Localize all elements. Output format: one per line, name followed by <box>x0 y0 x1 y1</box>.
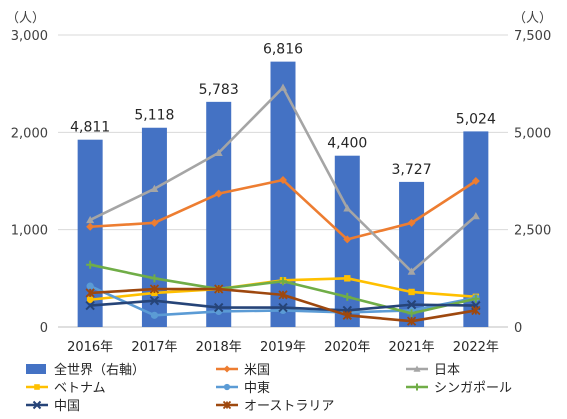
line-series <box>86 83 480 275</box>
left-axis-tick-label: 2,000 <box>11 126 48 141</box>
legend-item: シンガポール <box>406 381 512 396</box>
marker-square <box>344 275 351 282</box>
left-axis-unit: （人） <box>6 11 45 26</box>
marker-x <box>278 302 288 313</box>
legend-label: 中国 <box>54 399 80 414</box>
marker-plus <box>407 309 416 318</box>
marker-triangle <box>150 184 159 192</box>
marker-x <box>149 296 160 306</box>
marker-diamond <box>214 189 223 198</box>
marker-diamond <box>150 218 159 227</box>
marker-asterisk <box>222 400 232 410</box>
left-axis-tick-label: 0 <box>40 321 48 336</box>
marker-diamond <box>279 176 287 185</box>
marker-triangle <box>279 83 287 91</box>
legend-label: シンガポール <box>434 381 512 396</box>
x-axis-category-label: 2020年 <box>324 340 370 355</box>
marker-circle <box>86 282 94 290</box>
legend-label: オーストラリア <box>244 399 334 414</box>
marker-diamond <box>343 235 352 244</box>
marker-x <box>214 302 224 313</box>
marker-diamond <box>223 365 231 373</box>
x-axis-category-label: 2022年 <box>453 340 499 355</box>
bar <box>206 101 232 327</box>
legend-swatch <box>26 364 46 374</box>
bar-data-label: 6,816 <box>263 42 303 58</box>
marker-plus <box>279 277 287 286</box>
legend-item: ベトナム <box>26 381 106 396</box>
line-series <box>86 260 480 318</box>
x-axis-category-label: 2021年 <box>389 340 435 355</box>
marker-diamond <box>407 218 416 227</box>
x-axis-category-label: 2016年 <box>67 340 113 355</box>
right-axis-tick-label: 2,500 <box>514 224 551 239</box>
right-axis-tick-label: 7,500 <box>514 29 551 44</box>
legend-item: 米国 <box>216 363 270 378</box>
marker-triangle <box>471 212 480 220</box>
marker-asterisk <box>85 288 95 298</box>
marker-asterisk <box>214 284 224 294</box>
axes: （人） （人） 0 1,000 2,000 3,000 0 2,500 5,000 7,500… <box>6 11 552 355</box>
marker-x <box>406 299 417 310</box>
marker-asterisk <box>149 284 160 294</box>
marker-square <box>34 384 40 390</box>
marker-circle <box>223 383 231 391</box>
marker-triangle <box>407 267 416 275</box>
legend-label: ベトナム <box>54 381 106 396</box>
marker-square <box>86 296 94 303</box>
bar-data-label: 4,400 <box>327 136 367 152</box>
line-series <box>86 176 480 244</box>
marker-asterisk <box>278 290 288 300</box>
legend-label: 日本 <box>434 363 460 378</box>
marker-triangle <box>413 365 421 372</box>
legend-item: 中東 <box>216 380 270 396</box>
left-axis-tick-label: 3,000 <box>11 29 48 44</box>
bar <box>399 181 425 327</box>
legend-item: オーストラリア <box>216 399 334 414</box>
bar-data-label: 5,118 <box>134 108 174 124</box>
right-axis-tick-label: 0 <box>514 321 522 336</box>
legend-item: 全世界（右軸） <box>26 362 145 378</box>
marker-x <box>85 300 95 311</box>
marker-x <box>32 400 42 410</box>
legend-item: 日本 <box>406 363 460 378</box>
marker-asterisk <box>406 316 417 326</box>
bar-data-label: 4,811 <box>70 120 110 136</box>
marker-plus <box>150 274 159 283</box>
x-axis-category-label: 2017年 <box>131 340 177 355</box>
legend-label: 中東 <box>244 380 270 396</box>
right-axis-unit: （人） <box>513 11 552 26</box>
marker-triangle <box>214 148 223 156</box>
legend-label: 全世界（右軸） <box>54 362 145 378</box>
marker-circle <box>150 311 159 319</box>
bar-data-label: 3,727 <box>392 162 432 178</box>
marker-diamond <box>86 222 95 231</box>
bar-data-label: 5,024 <box>456 111 496 127</box>
legend-label: 米国 <box>244 363 270 378</box>
legend-item: 中国 <box>26 399 80 414</box>
marker-asterisk <box>471 305 481 316</box>
marker-triangle <box>343 204 352 212</box>
right-axis-tick-label: 5,000 <box>514 126 551 141</box>
bar <box>141 127 167 327</box>
marker-square <box>408 288 415 296</box>
bar-data-label: 5,783 <box>199 82 239 98</box>
marker-plus <box>413 383 421 391</box>
line-series-group <box>85 83 481 326</box>
x-axis-category-label: 2018年 <box>196 340 242 355</box>
marker-plus <box>343 292 352 301</box>
marker-plus <box>86 260 95 269</box>
marker-asterisk <box>342 310 352 320</box>
x-axis-category-label: 2019年 <box>260 340 306 355</box>
marker-plus <box>471 294 480 303</box>
marker-triangle <box>86 215 95 224</box>
marker-diamond <box>471 177 480 185</box>
line-series <box>85 284 481 326</box>
left-axis-tick-label: 1,000 <box>11 224 48 239</box>
